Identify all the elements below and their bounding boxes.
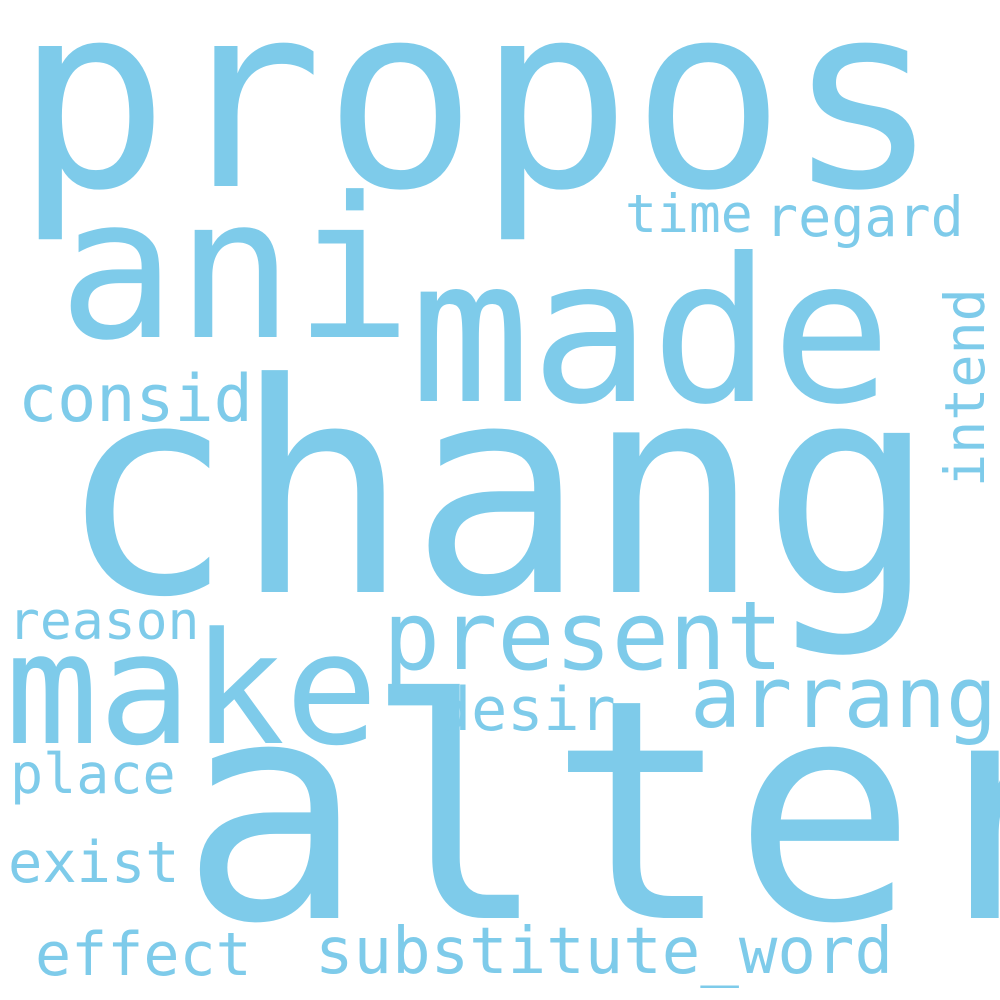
word-make: make	[5, 599, 379, 780]
word-consid: consid	[18, 362, 253, 437]
word-time: time	[625, 184, 753, 245]
word-regard: regard	[765, 185, 964, 249]
word-place: place	[10, 742, 176, 806]
word-alter: alter	[180, 635, 1000, 991]
word-desir: desir	[435, 675, 616, 745]
word-intend: intend	[933, 288, 997, 487]
word-effect: effect	[35, 920, 252, 990]
word-present: present	[383, 582, 784, 692]
word-exist: exist	[8, 830, 180, 896]
word-made: made	[410, 216, 892, 449]
word-ani: ani	[58, 156, 413, 384]
word-substitute-word: substitute_word	[315, 915, 893, 989]
word-propos: propos	[15, 0, 940, 247]
word-arrang: arrang	[690, 649, 998, 748]
word-reason: reason	[8, 591, 200, 652]
word-chang: chang	[58, 321, 937, 661]
